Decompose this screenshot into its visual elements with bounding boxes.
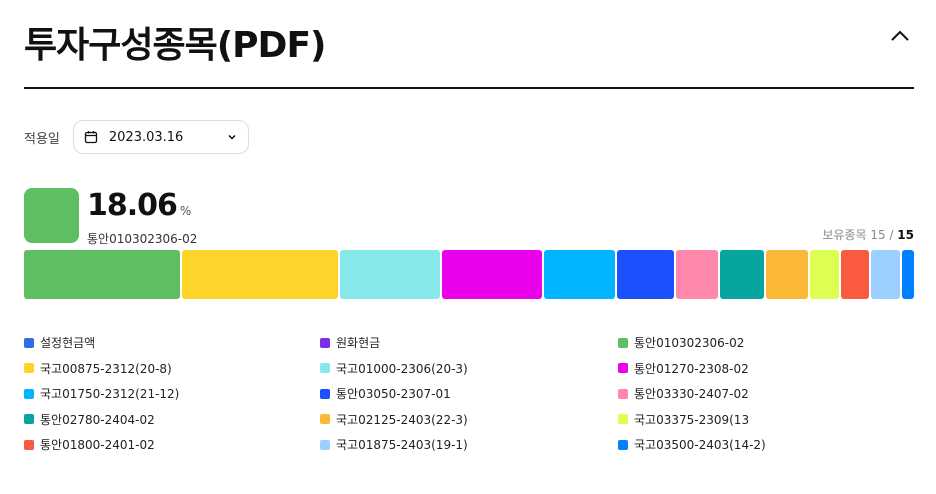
chevron-down-icon bbox=[228, 134, 236, 140]
chevron-up-icon[interactable] bbox=[888, 24, 912, 48]
section-header: 투자구성종목(PDF) bbox=[24, 14, 914, 89]
legend-label: 국고01875-2403(19-1) bbox=[336, 438, 468, 453]
legend-item[interactable]: 통안03330-2407-02 bbox=[618, 381, 914, 407]
date-row: 적용일 2023.03.16 bbox=[24, 120, 249, 154]
legend-swatch bbox=[24, 337, 34, 348]
date-label: 적용일 bbox=[24, 131, 60, 147]
composition-segment[interactable] bbox=[442, 250, 542, 299]
legend: 설정현금액 원화현금 통안010302306-02 국고00875-2312(20-8… bbox=[24, 330, 914, 458]
legend-item[interactable]: 국고01875-2403(19-1) bbox=[320, 432, 618, 458]
selected-holding-weight: 18.06% bbox=[87, 188, 197, 229]
composition-segment[interactable] bbox=[810, 250, 839, 299]
composition-segment[interactable] bbox=[871, 250, 900, 299]
legend-swatch bbox=[320, 337, 330, 348]
legend-item[interactable]: 통안03050-2307-01 bbox=[320, 381, 618, 407]
legend-label: 통안02780-2404-02 bbox=[40, 412, 155, 427]
legend-swatch bbox=[320, 414, 330, 425]
legend-label: 통안01270-2308-02 bbox=[634, 361, 749, 376]
legend-label: 원화현금 bbox=[336, 336, 381, 351]
composition-segment[interactable] bbox=[901, 250, 914, 299]
legend-item[interactable]: 국고03500-2403(14-2) bbox=[618, 432, 914, 458]
legend-label: 국고01750-2312(21-12) bbox=[40, 387, 180, 402]
composition-segment[interactable] bbox=[616, 250, 674, 299]
legend-swatch bbox=[24, 388, 34, 399]
legend-swatch bbox=[320, 363, 330, 374]
composition-segment[interactable] bbox=[182, 250, 339, 299]
legend-swatch bbox=[618, 414, 628, 425]
date-select[interactable]: 2023.03.16 bbox=[72, 120, 249, 154]
legend-swatch bbox=[618, 337, 628, 348]
legend-label: 국고03500-2403(14-2) bbox=[634, 438, 766, 453]
legend-item[interactable]: 통안01800-2401-02 bbox=[24, 432, 320, 458]
legend-swatch bbox=[618, 439, 628, 450]
legend-swatch bbox=[618, 388, 628, 399]
composition-segment[interactable] bbox=[340, 250, 441, 299]
holdings-label: 보유종목 15 / bbox=[822, 228, 898, 242]
date-value: 2023.03.16 bbox=[108, 129, 184, 145]
selected-holding-swatch bbox=[24, 188, 79, 243]
weight-value: 18.06 bbox=[87, 188, 178, 223]
legend-swatch bbox=[320, 388, 330, 399]
legend-item[interactable]: 통안01270-2308-02 bbox=[618, 356, 914, 382]
legend-swatch bbox=[320, 439, 330, 450]
legend-item[interactable]: 국고01000-2306(20-3) bbox=[320, 356, 618, 382]
legend-label: 통안010302306-02 bbox=[634, 336, 745, 351]
legend-item[interactable]: 국고01750-2312(21-12) bbox=[24, 381, 320, 407]
legend-swatch bbox=[24, 439, 34, 450]
holdings-count: 보유종목 15 / 15 bbox=[822, 226, 914, 243]
composition-segment[interactable] bbox=[24, 250, 181, 299]
legend-label: 국고02125-2403(22-3) bbox=[336, 412, 468, 427]
calendar-icon bbox=[84, 131, 98, 144]
holdings-total: 15 bbox=[897, 228, 914, 242]
composition-bar bbox=[24, 250, 914, 299]
legend-label: 설정현금액 bbox=[40, 336, 96, 351]
legend-swatch bbox=[24, 414, 34, 425]
legend-label: 국고00875-2312(20-8) bbox=[40, 361, 172, 376]
legend-item[interactable]: 통안010302306-02 bbox=[618, 330, 914, 356]
legend-label: 국고03375-2309(13 bbox=[634, 412, 750, 427]
composition-segment[interactable] bbox=[840, 250, 870, 299]
page-title: 투자구성종목(PDF) bbox=[24, 25, 326, 66]
legend-swatch bbox=[24, 363, 34, 374]
composition-segment[interactable] bbox=[720, 250, 764, 299]
legend-item[interactable]: 국고00875-2312(20-8) bbox=[24, 356, 320, 382]
legend-label: 통안03050-2307-01 bbox=[336, 387, 451, 402]
legend-item[interactable]: 국고03375-2309(13 bbox=[618, 407, 914, 433]
legend-item[interactable]: 설정현금액 bbox=[24, 330, 320, 356]
selected-holding-name: 통안010302306-02 bbox=[87, 232, 198, 246]
composition-segment[interactable] bbox=[543, 250, 615, 299]
legend-item[interactable]: 통안02780-2404-02 bbox=[24, 407, 320, 433]
legend-label: 통안01800-2401-02 bbox=[40, 438, 155, 453]
legend-item[interactable]: 원화현금 bbox=[320, 330, 618, 356]
legend-label: 통안03330-2407-02 bbox=[634, 387, 749, 402]
legend-swatch bbox=[618, 363, 628, 374]
composition-segment[interactable] bbox=[675, 250, 719, 299]
legend-label: 국고01000-2306(20-3) bbox=[336, 361, 468, 376]
weight-unit: % bbox=[179, 204, 192, 218]
legend-item[interactable]: 국고02125-2403(22-3) bbox=[320, 407, 618, 433]
selected-holding: 18.06% 통안010302306-02 bbox=[24, 188, 197, 247]
composition-segment[interactable] bbox=[765, 250, 809, 299]
